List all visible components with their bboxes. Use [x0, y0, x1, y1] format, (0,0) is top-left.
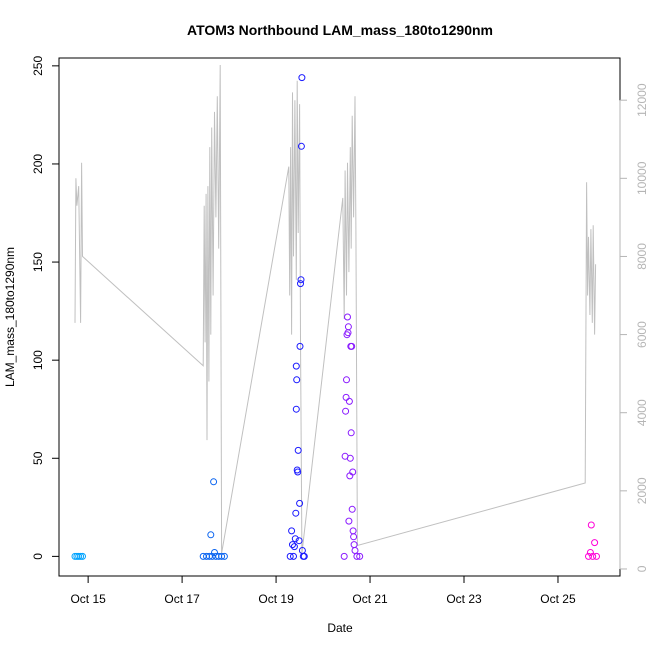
data-point-series-3	[288, 527, 296, 535]
y2-axis: 0 2000 4000 6000 8000 10000 12000	[619, 83, 649, 572]
data-point-series-3	[298, 74, 306, 82]
data-point-series-3	[296, 499, 304, 507]
x-tick-label: Oct 25	[540, 592, 576, 606]
x-tick-label: Oct 23	[446, 592, 482, 606]
data-point-series-4	[353, 552, 361, 560]
data-point-series-3	[286, 552, 294, 560]
data-point-series-2	[218, 552, 226, 560]
data-point-series-4	[344, 313, 351, 321]
y2-tick-label: 8000	[635, 243, 649, 270]
data-point-series-3	[291, 535, 299, 543]
data-point-series-4	[344, 323, 352, 331]
data-point-series-3	[289, 541, 296, 549]
data-point-series-5	[593, 552, 600, 560]
data-point-series-3	[292, 362, 300, 370]
y-tick-label: 250	[31, 56, 45, 76]
data-point-series-5	[591, 539, 599, 547]
data-point-series-4	[348, 505, 356, 513]
y-tick-label: 50	[31, 451, 45, 465]
data-point-series-1	[77, 552, 85, 560]
data-point-series-4	[340, 552, 348, 560]
plot-frame	[58, 57, 621, 577]
y2-tick-label: 0	[635, 565, 649, 572]
right-axis-line-series	[74, 64, 597, 554]
x-tick-label: Oct 19	[258, 592, 294, 606]
data-point-series-4	[345, 517, 353, 525]
data-point-series-1	[79, 552, 86, 560]
data-point-series-5	[586, 549, 594, 556]
data-point-series-3	[296, 342, 304, 350]
data-point-series-3	[292, 509, 300, 517]
data-point-series-3	[294, 446, 302, 454]
chart-title: ATOM3 Northbound LAM_mass_180to1290nm	[187, 22, 493, 38]
y-tick-label: 100	[31, 350, 45, 370]
data-point-series-3	[297, 276, 305, 284]
data-point-series-5	[589, 552, 597, 560]
x-tick-label: Oct 21	[352, 592, 388, 606]
data-point-series-3	[295, 537, 303, 545]
data-point-series-4	[349, 468, 357, 476]
data-point-series-4	[342, 407, 350, 415]
data-point-series-5	[587, 521, 595, 529]
data-point-series-4	[344, 329, 352, 337]
data-points	[71, 74, 600, 560]
data-point-series-4	[343, 376, 350, 384]
y-tick-label: 0	[31, 553, 45, 560]
data-point-series-2	[207, 531, 215, 539]
data-point-series-4	[350, 541, 358, 549]
data-point-series-3	[294, 468, 302, 476]
x-axis: Oct 15 Oct 17 Oct 19 Oct 21 Oct 23 Oct 25	[70, 575, 576, 606]
data-point-series-4	[350, 533, 358, 541]
y-axis: 0 50 100 150 200 250	[31, 56, 60, 560]
data-point-series-2	[210, 478, 218, 486]
y-axis-label: LAM_mass_180to1290nm	[3, 247, 17, 387]
data-point-series-2	[220, 552, 228, 560]
data-point-series-5	[585, 552, 592, 560]
y2-tick-label: 2000	[635, 477, 649, 504]
data-point-series-4	[345, 397, 353, 405]
data-point-series-2	[211, 549, 218, 556]
y2-tick-label: 6000	[635, 321, 649, 348]
data-point-series-3	[297, 280, 304, 288]
y2-tick-label: 10000	[635, 161, 649, 195]
data-point-series-4	[356, 552, 364, 560]
data-point-series-3	[297, 142, 305, 150]
data-point-series-4	[349, 527, 357, 535]
series-line	[74, 64, 597, 554]
data-point-series-3	[300, 552, 308, 560]
data-point-series-4	[347, 429, 355, 437]
x-tick-label: Oct 17	[164, 592, 200, 606]
data-point-series-3	[292, 405, 300, 413]
data-point-series-4	[346, 454, 354, 462]
y2-tick-label: 12000	[635, 83, 649, 117]
data-point-series-3	[290, 552, 297, 560]
data-point-series-1	[75, 552, 83, 560]
data-point-series-4	[351, 547, 359, 554]
x-tick-label: Oct 15	[70, 592, 106, 606]
data-point-series-3	[290, 543, 298, 551]
y-tick-label: 150	[31, 252, 45, 272]
data-point-series-4	[342, 393, 350, 401]
x-axis-label: Date	[327, 621, 353, 635]
data-point-series-3	[293, 376, 301, 384]
y-tick-label: 200	[31, 154, 45, 174]
y2-tick-label: 4000	[635, 399, 649, 426]
data-point-series-4	[348, 342, 356, 350]
